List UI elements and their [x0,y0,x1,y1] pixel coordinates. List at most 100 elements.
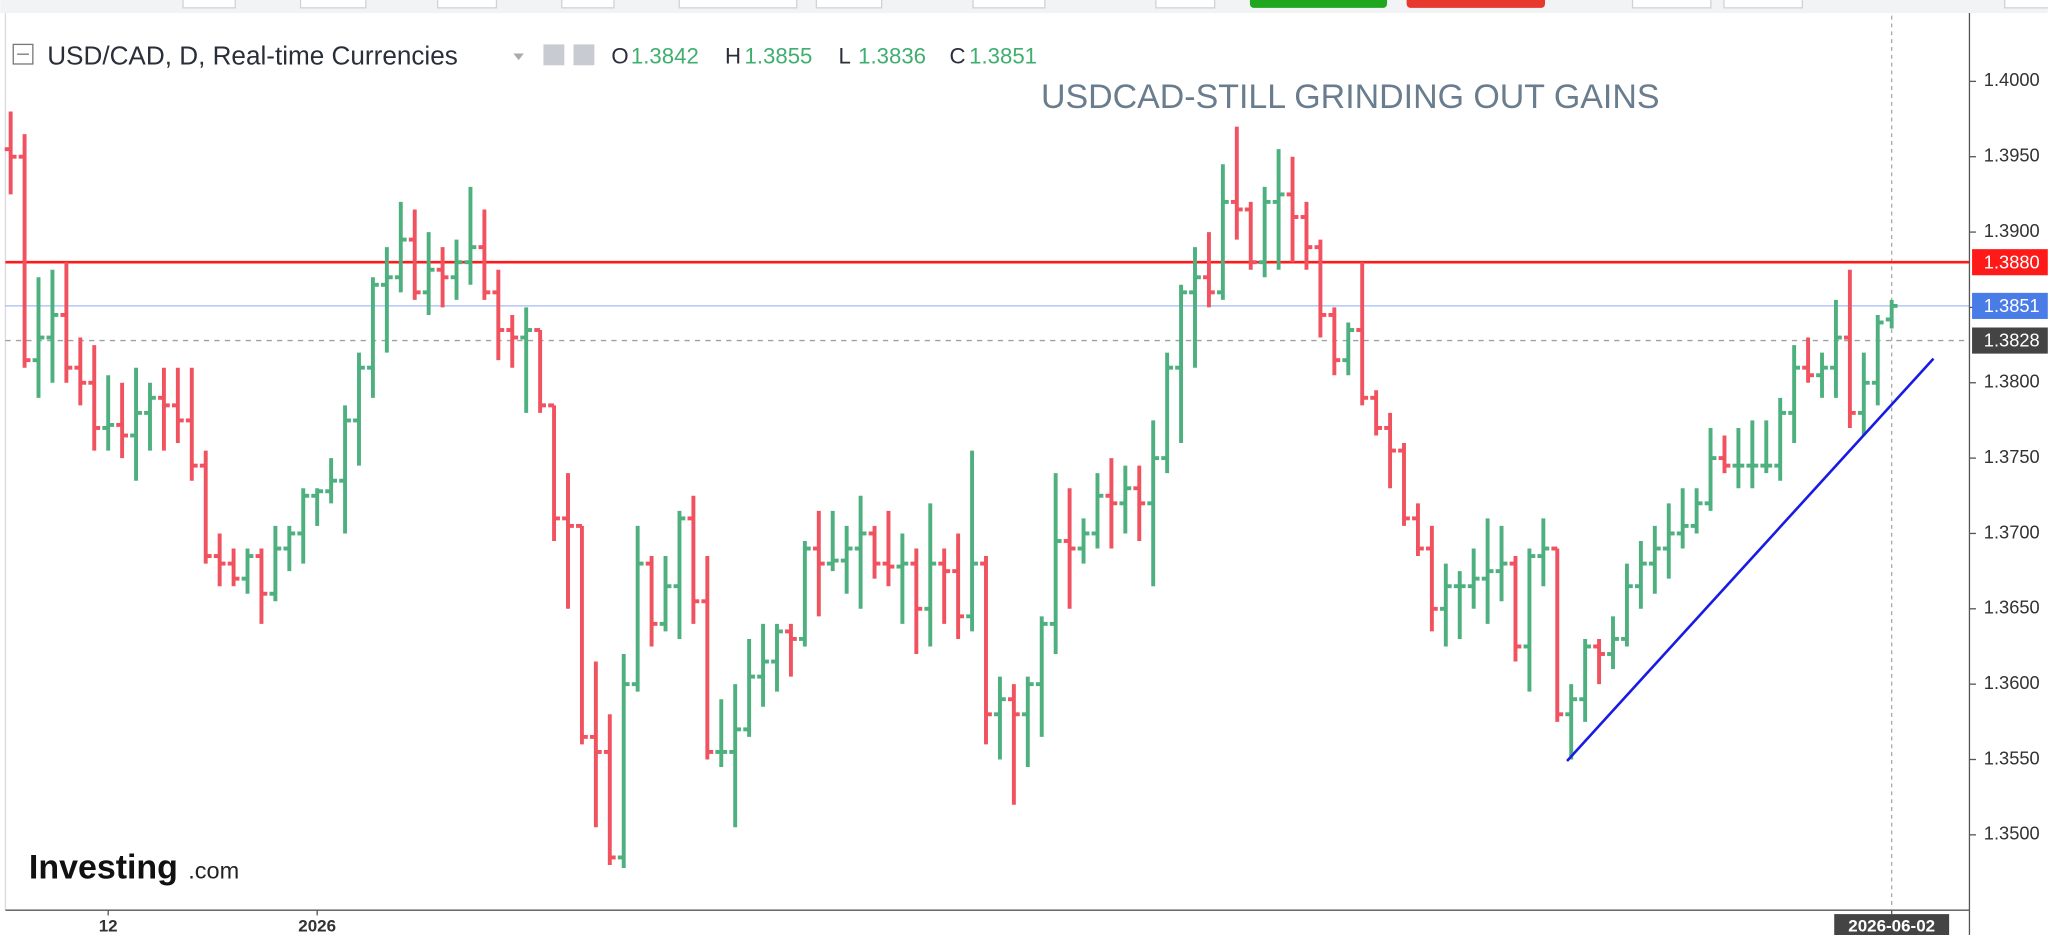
dropdown-arrow[interactable] [513,53,524,61]
ohlc-bar [785,623,797,677]
buy-button[interactable] [1249,0,1388,8]
ohlc-bar [1746,420,1759,489]
ohlc-bar [1133,465,1146,541]
ohlc-bar [367,277,379,398]
ohlc-bar [213,533,226,587]
ohlc-bar [1203,232,1215,308]
ohlc-bar [826,510,839,572]
ohlc-bar [1175,284,1187,444]
ohlc-bar [18,134,31,368]
ohlc-bar [1732,427,1745,489]
ohlc-bar [297,488,310,564]
ohlc-bar [1258,186,1271,278]
ohlc-bar [1300,201,1313,270]
ohlc-bar [603,714,616,865]
ohlc-bar [1412,503,1424,557]
x-label-box [1834,914,1950,935]
ohlc-bar [1453,571,1466,639]
price-line-box [1972,249,2048,276]
ohlc-bar [185,367,198,481]
ohlc-bar [589,661,602,828]
ohlc-bar [924,503,937,647]
ohlc-bar [882,510,895,587]
sell-button[interactable] [1406,0,1546,8]
price-line-label: 1.3880 [1984,251,2040,272]
y-tick-label: 1.3900 [1984,220,2040,241]
ohlc-bar [659,556,672,632]
ohlc-bar [1523,548,1536,692]
ohlc-bar [241,548,254,594]
ohlc-bar [492,269,505,361]
ohlc-bar [1439,563,1452,647]
ohlc-bar [144,382,156,451]
ohlc-bar [1007,684,1020,805]
ohlc-bar [1830,299,1842,398]
price-line-label: 1.3851 [1984,295,2040,316]
y-tick-label: 1.4000 [1984,69,2040,90]
ohlc-bar [436,247,449,308]
ohlc-bar [729,684,742,828]
ohlc-bar [1467,548,1480,609]
trendline [1566,357,1935,762]
ohlc-bar [548,403,560,541]
ohlc-bar [798,540,811,647]
ohlc-bar [158,367,170,451]
visibility-icon[interactable] [543,44,565,66]
ohlc-bar [687,495,700,624]
ohlc-bar [1816,352,1828,398]
logo-suffix: .com [188,858,239,884]
ohlc-bar [380,247,393,353]
ohlc-bar [771,623,783,692]
ohlc-bar [1049,473,1062,655]
ohlc-bar [450,239,463,300]
ohlc-bar [74,337,87,406]
ohlc-bar [227,548,240,587]
x-tick-label: 2026 [298,917,336,935]
ohlc-bar [1077,518,1090,564]
ohlc-bar [1844,269,1856,428]
ohlc-bar [408,209,421,300]
ohlc-bar [1662,503,1675,579]
y-tick-label: 1.3500 [1984,823,2040,844]
ohlc-bar [171,367,184,444]
ohlc-bar [701,556,714,760]
ohlc-bar [46,269,59,383]
ohlc-bar [1063,488,1076,609]
y-tick-label: 1.3950 [1984,145,2040,166]
ohlc-bar [32,277,45,398]
ohlc-bar [1635,540,1647,609]
ohlc-bar [1857,352,1870,436]
y-tick-label: 1.3600 [1984,672,2040,693]
ohlc-bar [994,676,1006,760]
ohlc-bar [1648,525,1661,594]
ohlc-bar [896,533,909,624]
ohlc-value: 1.3836 [858,43,926,68]
ohlc-bar [1342,322,1355,376]
ohlc-bar [1272,149,1285,270]
price-line-box [1972,327,2048,354]
ohlc-bar [1119,465,1132,534]
collapse-icon[interactable] [12,43,34,65]
ohlc-bar [1774,397,1787,481]
ohlc-bar [88,345,101,451]
ohlc-bar [1565,684,1578,760]
ohlc-bar [910,548,923,655]
ohlc-key: H [725,43,741,68]
y-tick-label: 1.3550 [1984,747,2040,768]
ohlc-bar [1676,488,1689,549]
toolbar-buttons [182,0,2048,9]
ohlc-bar [1537,518,1550,587]
ohlc-bar [1244,201,1257,270]
ohlc-bar [1105,458,1118,549]
ohlc-bar [576,523,588,745]
x-tick-label: 12 [99,917,118,935]
ohlc-bar [952,533,965,639]
ohlc-bar [1314,239,1327,338]
ohlc-value: 1.3855 [745,43,813,68]
ohlc-bar [743,638,756,737]
y-tick-label: 1.3650 [1984,597,2040,618]
settings-icon[interactable] [573,44,595,66]
